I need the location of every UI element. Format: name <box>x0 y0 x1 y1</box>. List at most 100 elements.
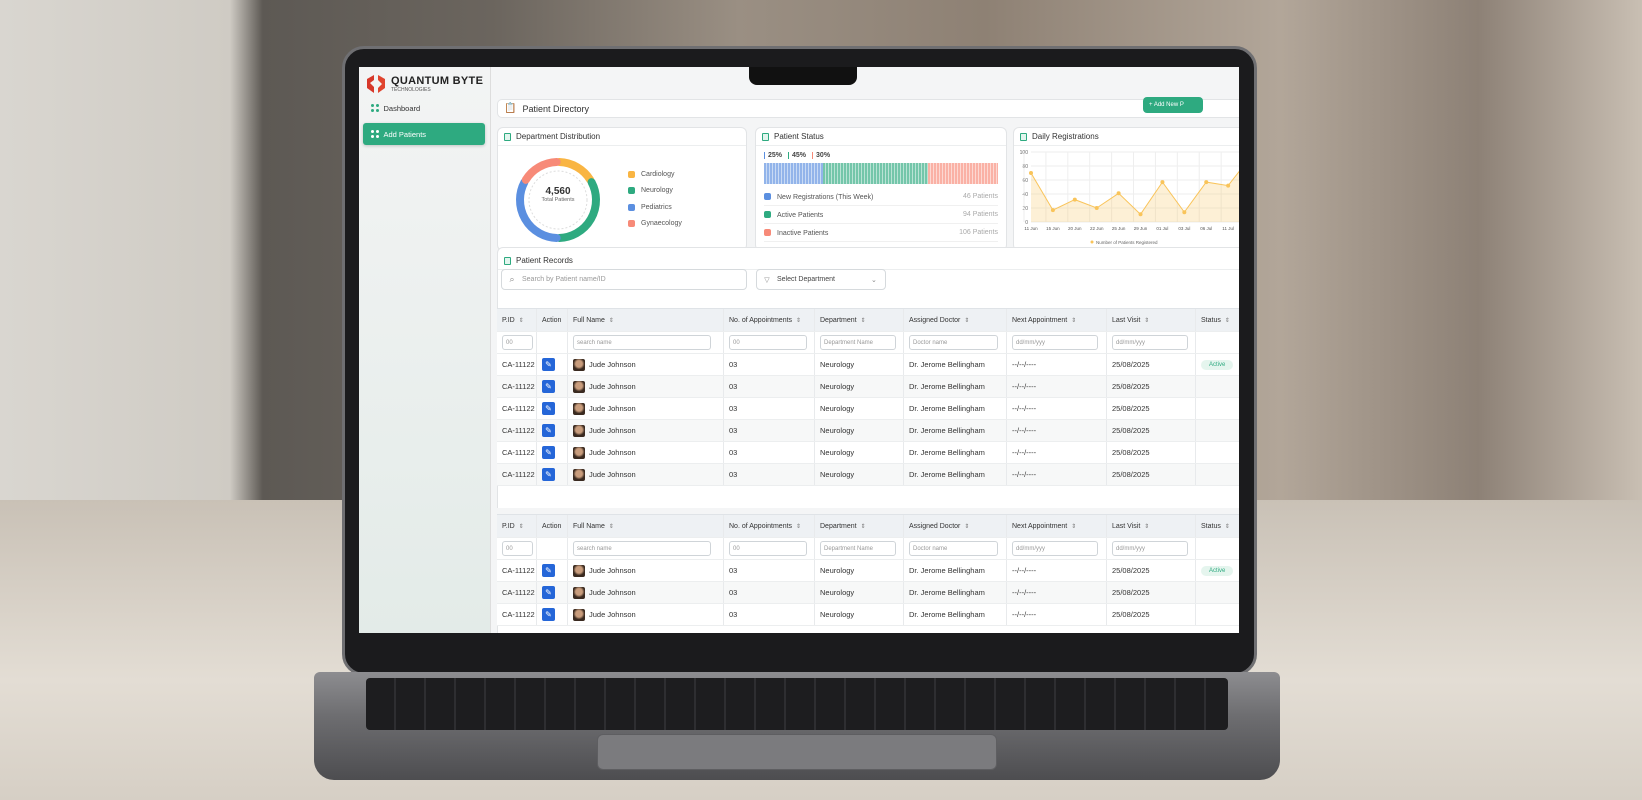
column-header[interactable]: Assigned Doctor ⇕ <box>904 515 1007 537</box>
sort-icon[interactable]: ⇕ <box>860 523 866 530</box>
table-row[interactable]: CA-11122 ✎ Jude Johnson 03 Neurology Dr. Jero… <box>497 354 1239 376</box>
column-header[interactable]: Action <box>537 309 568 331</box>
column-header[interactable]: P.ID ⇕ <box>497 309 537 331</box>
sort-icon[interactable]: ⇕ <box>518 317 524 324</box>
column-header[interactable]: Next Appointment ⇕ <box>1007 309 1107 331</box>
filter-input[interactable]: 00 <box>729 335 808 350</box>
status-label: Inactive Patients <box>764 228 828 237</box>
filter-input[interactable]: Department Name <box>820 541 897 556</box>
column-header[interactable]: No. of Appointments ⇕ <box>724 515 815 537</box>
column-header[interactable]: Status ⇕ <box>1196 309 1239 331</box>
status-label: Active Patients <box>764 210 823 219</box>
data-point <box>1029 171 1033 175</box>
filter-input[interactable]: search name <box>573 541 711 556</box>
patient-name: Jude Johnson <box>589 426 636 435</box>
sort-icon[interactable]: ⇕ <box>608 317 614 324</box>
table-row[interactable]: CA-11122 ✎ Jude Johnson 03 Neurology Dr. Jero… <box>497 464 1239 486</box>
donut-center: 4,560 Total Patients <box>510 186 606 203</box>
column-header[interactable]: No. of Appointments ⇕ <box>724 309 815 331</box>
column-label: Department <box>820 316 857 324</box>
filter-input[interactable]: search name <box>573 335 711 350</box>
table-row[interactable]: CA-11122 ✎ Jude Johnson 03 Neurology Dr. Jero… <box>497 560 1239 582</box>
sidebar-item-dashboard[interactable]: Dashboard <box>363 97 485 119</box>
filter-input[interactable]: dd/mm/yyy <box>1112 541 1189 556</box>
column-header[interactable]: Action <box>537 515 568 537</box>
sort-icon[interactable]: ⇕ <box>860 317 866 324</box>
new-percent: 25% <box>764 152 782 159</box>
sort-icon[interactable]: ⇕ <box>1144 523 1150 530</box>
sort-icon[interactable]: ⇕ <box>518 523 524 530</box>
edit-button[interactable]: ✎ <box>542 380 555 393</box>
edit-button[interactable]: ✎ <box>542 424 555 437</box>
edit-button[interactable]: ✎ <box>542 564 555 577</box>
sort-icon[interactable]: ⇕ <box>1071 523 1077 530</box>
column-header[interactable]: Department ⇕ <box>815 309 904 331</box>
edit-button[interactable]: ✎ <box>542 468 555 481</box>
column-header[interactable]: Full Name ⇕ <box>568 309 724 331</box>
filter-input[interactable]: dd/mm/yyy <box>1012 335 1099 350</box>
filter-input[interactable]: dd/mm/yyy <box>1012 541 1099 556</box>
sort-icon[interactable]: ⇕ <box>1224 317 1230 324</box>
column-header[interactable]: Last Visit ⇕ <box>1107 309 1196 331</box>
department-distribution-card: Department Distribution 4,560 Total Pati… <box>497 127 747 251</box>
status-label: New Registrations (This Week) <box>764 192 873 201</box>
column-header[interactable]: Department ⇕ <box>815 515 904 537</box>
column-header[interactable]: Status ⇕ <box>1196 515 1239 537</box>
add-new-patient-button[interactable]: + Add New P <box>1143 97 1203 113</box>
sort-icon[interactable]: ⇕ <box>964 523 970 530</box>
sort-icon[interactable]: ⇕ <box>608 523 614 530</box>
table-row[interactable]: CA-11122 ✎ Jude Johnson 03 Neurology Dr. Jero… <box>497 398 1239 420</box>
sort-icon[interactable]: ⇕ <box>1224 523 1230 530</box>
department-select[interactable]: ▽ Select Department ⌄ <box>756 269 886 290</box>
cell-text: Dr. Jerome Bellingham <box>909 566 985 575</box>
column-header[interactable]: P.ID ⇕ <box>497 515 537 537</box>
cell-status <box>1196 464 1239 485</box>
edit-button[interactable]: ✎ <box>542 402 555 415</box>
filter-input[interactable]: Department Name <box>820 335 897 350</box>
table-row[interactable]: CA-11122 ✎ Jude Johnson 03 Neurology Dr. Jero… <box>497 442 1239 464</box>
cell-next: --/--/---- <box>1007 604 1107 625</box>
cell-next: --/--/---- <box>1007 398 1107 419</box>
cell-id: CA-11122 <box>497 398 537 419</box>
sort-icon[interactable]: ⇕ <box>1071 317 1077 324</box>
filter-input[interactable]: dd/mm/yyy <box>1112 335 1189 350</box>
table-row[interactable]: CA-11122 ✎ Jude Johnson 03 Neurology Dr. Jero… <box>497 376 1239 398</box>
search-input[interactable]: Search by Patient name/ID <box>522 276 606 283</box>
column-header[interactable]: Last Visit ⇕ <box>1107 515 1196 537</box>
column-header[interactable]: Assigned Doctor ⇕ <box>904 309 1007 331</box>
edit-button[interactable]: ✎ <box>542 586 555 599</box>
filter-cell <box>537 538 568 559</box>
filter-input[interactable]: 00 <box>502 335 534 350</box>
sort-icon[interactable]: ⇕ <box>964 317 970 324</box>
cell-next: --/--/---- <box>1007 560 1107 581</box>
patient-search[interactable]: ⌕ Search by Patient name/ID <box>501 269 747 290</box>
filter-input[interactable]: Doctor name <box>909 335 999 350</box>
filter-input[interactable]: 00 <box>502 541 534 556</box>
edit-button[interactable]: ✎ <box>542 358 555 371</box>
column-header[interactable]: Full Name ⇕ <box>568 515 724 537</box>
sort-icon[interactable]: ⇕ <box>796 523 802 530</box>
sort-icon[interactable]: ⇕ <box>796 317 802 324</box>
table-row[interactable]: CA-11122 ✎ Jude Johnson 03 Neurology Dr. Jero… <box>497 582 1239 604</box>
column-header[interactable]: Next Appointment ⇕ <box>1007 515 1107 537</box>
filter-input[interactable]: 00 <box>729 541 808 556</box>
patient-name: Jude Johnson <box>589 404 636 413</box>
cell-dept: Neurology <box>815 442 904 463</box>
edit-button[interactable]: ✎ <box>542 446 555 459</box>
filter-input[interactable]: Doctor name <box>909 541 999 556</box>
sidebar-item-add-patients[interactable]: Add Patients <box>363 123 485 145</box>
column-label: P.ID <box>502 522 515 530</box>
cell-text: 03 <box>729 610 738 619</box>
cell-dept: Neurology <box>815 582 904 603</box>
x-tick-label: 06 Jul <box>1200 226 1212 231</box>
logo-icon <box>367 75 385 93</box>
edit-button[interactable]: ✎ <box>542 608 555 621</box>
cell-action: ✎ <box>537 560 568 581</box>
sidebar-item-label: Dashboard <box>383 103 421 113</box>
sort-icon[interactable]: ⇕ <box>1144 317 1150 324</box>
table-row[interactable]: CA-11122 ✎ Jude Johnson 03 Neurology Dr. Jero… <box>497 604 1239 626</box>
cell-action: ✎ <box>537 354 568 375</box>
table-row[interactable]: CA-11122 ✎ Jude Johnson 03 Neurology Dr. Jero… <box>497 420 1239 442</box>
total-patients-value: 4,560 <box>545 186 571 197</box>
chevron-down-icon: ⌄ <box>871 276 877 284</box>
